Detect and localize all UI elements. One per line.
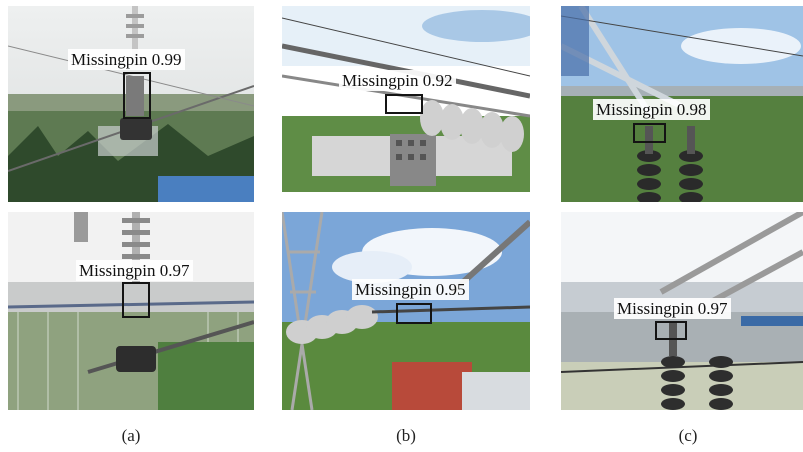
caption-c: (c) — [678, 426, 698, 445]
detection-label: Missingpin 0.97 — [76, 260, 193, 281]
photo-b-bottom — [282, 212, 530, 410]
detection-label: Missingpin 0.92 — [339, 70, 456, 91]
detection-box — [655, 321, 687, 340]
detection-box — [122, 282, 150, 318]
detection-box — [396, 303, 432, 324]
detection-label: Missingpin 0.95 — [352, 279, 469, 300]
detection-label: Missingpin 0.98 — [593, 99, 710, 120]
detection-box — [385, 94, 423, 114]
photo-b-top — [282, 6, 530, 192]
photo-a-bottom — [8, 212, 254, 410]
detection-label: Missingpin 0.99 — [68, 49, 185, 70]
detection-box — [123, 72, 151, 119]
caption-a: (a) — [121, 426, 141, 445]
detection-box — [633, 123, 666, 143]
detection-label: Missingpin 0.97 — [614, 298, 731, 319]
photo-a-top — [8, 6, 254, 202]
caption-b: (b) — [396, 426, 416, 445]
